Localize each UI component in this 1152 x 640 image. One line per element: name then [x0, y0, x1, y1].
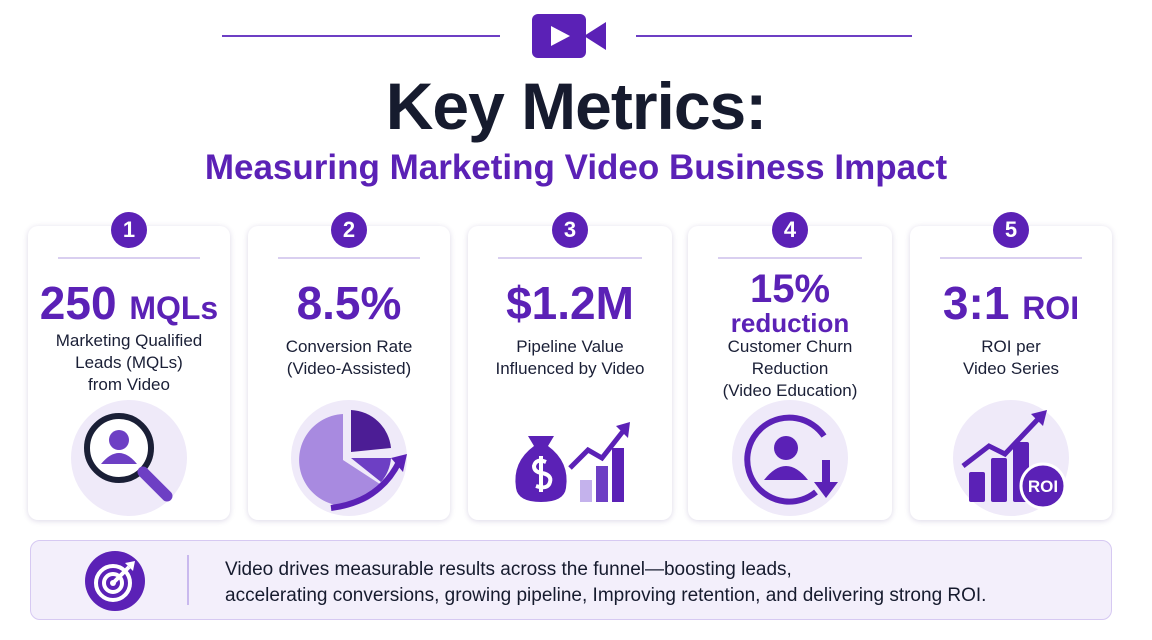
metric-value: $1.2M	[506, 277, 634, 329]
metric-unit: reduction	[730, 308, 850, 338]
metric-card: 1 250 MQLs Marketing Qualified Leads (MQ…	[28, 212, 230, 520]
money-growth-icon	[515, 422, 630, 502]
card-rule	[278, 257, 420, 259]
description-line: from Video	[88, 375, 170, 394]
footer-line: Video drives measurable results across t…	[225, 559, 792, 580]
video-icon	[584, 22, 606, 50]
description-line: Reduction	[751, 359, 829, 378]
description-line: (Video Education)	[722, 381, 858, 400]
description-line: Marketing Qualified	[55, 331, 203, 350]
metric: 15% reduction	[688, 267, 892, 338]
card-number: 2	[331, 212, 367, 248]
target-icon	[85, 551, 145, 611]
metric: 3:1 ROI	[910, 278, 1112, 333]
metric-value: 3:1	[942, 277, 1010, 329]
card-rule	[498, 257, 642, 259]
metric-value: 8.5%	[296, 277, 402, 329]
description-line: Conversion Rate	[285, 337, 413, 356]
description: ROI per Video Series	[910, 336, 1112, 380]
card-number: 4	[772, 212, 808, 248]
card-rule	[940, 257, 1082, 259]
description-line: Customer Churn	[727, 337, 853, 356]
header-decoration	[222, 14, 912, 58]
search-person-icon	[71, 400, 187, 516]
metric-unit: MQLs	[129, 290, 219, 326]
description: Pipeline Value Influenced by Video	[468, 336, 672, 380]
metric-card: 2 8.5% Conversion Rate (Video-Assisted)	[248, 212, 450, 520]
card-number: 3	[552, 212, 588, 248]
metric-card: 3 $1.2M Pipeline Value Influenced by Vid…	[468, 212, 672, 520]
video-icon	[551, 26, 570, 46]
description-line: Leads (MQLs)	[75, 353, 183, 372]
card-rule	[718, 257, 862, 259]
description-line: ROI per	[981, 337, 1041, 356]
footer-line: accelerating conversions, growing pipeli…	[225, 585, 987, 606]
metric-value: 250	[39, 277, 117, 329]
description: Conversion Rate (Video-Assisted)	[248, 336, 450, 380]
roi-icon: ROI	[953, 400, 1069, 516]
title: Key Metrics:	[385, 69, 768, 143]
description-line: Influenced by Video	[495, 359, 645, 378]
metric-card: 5 3:1 ROI ROI per Video Series ROI	[910, 212, 1112, 520]
icon-label: ROI	[1028, 477, 1058, 496]
description-line: Pipeline Value	[516, 337, 624, 356]
churn-icon	[732, 400, 848, 516]
description: Marketing Qualified Leads (MQLs) from Vi…	[28, 330, 230, 396]
metric-value: 15%	[749, 267, 831, 311]
card-rule	[58, 257, 200, 259]
description-line: (Video-Assisted)	[286, 359, 412, 378]
card-number: 1	[111, 212, 147, 248]
description-line: Video Series	[962, 359, 1060, 378]
footer-banner: Video drives measurable results across t…	[30, 540, 1112, 620]
metric: 250 MQLs	[28, 278, 230, 333]
subtitle: Measuring Marketing Video Business Impac…	[204, 148, 948, 187]
card-number: 5	[993, 212, 1029, 248]
pie-icon	[291, 400, 407, 516]
metric-unit: ROI	[1022, 290, 1080, 326]
metric-card: 4 15% reduction Customer Churn Reduction …	[688, 212, 892, 520]
description: Customer Churn Reduction (Video Educatio…	[688, 336, 892, 402]
footer-divider	[187, 555, 189, 605]
